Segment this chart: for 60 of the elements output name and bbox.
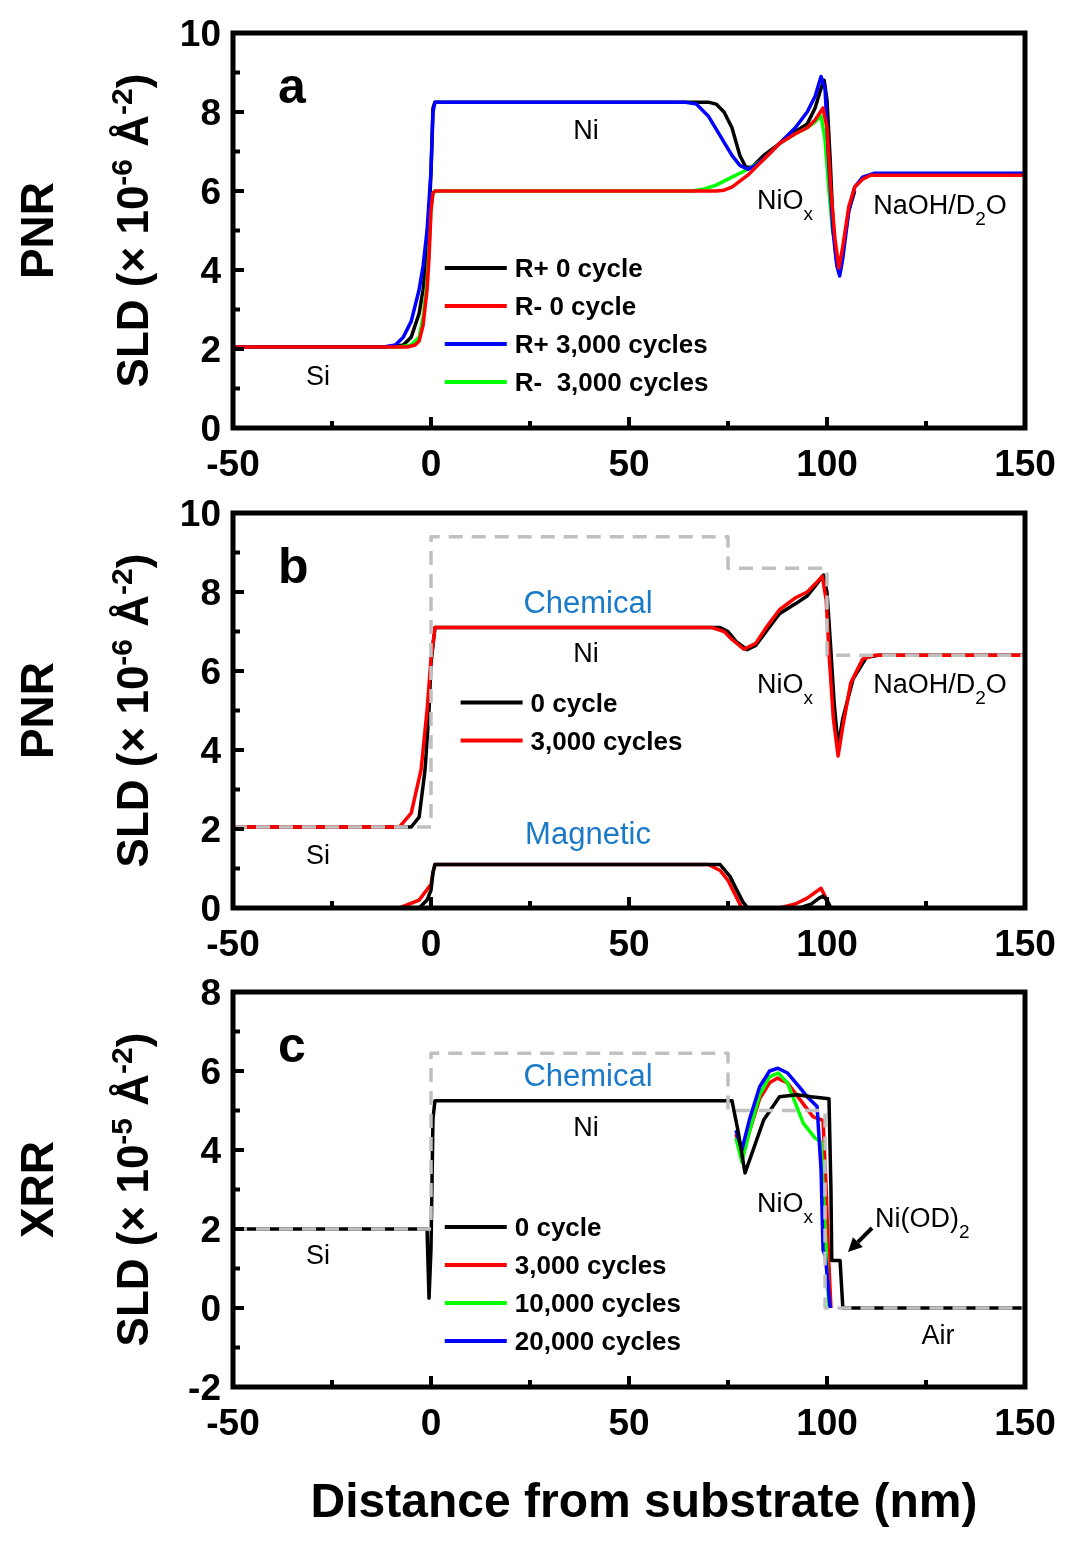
- y-tick-label: 2: [200, 808, 221, 850]
- y-tick-label: 10: [179, 492, 221, 534]
- y-tick-label: 2: [200, 328, 221, 370]
- legend-label: R- 0 cycle: [514, 291, 637, 322]
- annotation: Si: [305, 361, 331, 392]
- annotation: Air: [921, 1320, 955, 1351]
- y-tick-label: 8: [200, 571, 221, 613]
- legend-label: 3,000 cycles: [530, 725, 683, 756]
- legend-label: 20,000 cycles: [514, 1326, 682, 1357]
- annotation: Chemical: [523, 1057, 653, 1093]
- y-tick-label: 6: [200, 1050, 221, 1092]
- text: a: [278, 58, 307, 114]
- y-tick-label: 4: [200, 1129, 222, 1171]
- x-tick-label: 50: [608, 923, 650, 964]
- x-tick-label: 100: [796, 443, 858, 484]
- x-tick-label: 50: [608, 1402, 650, 1443]
- legend-label: R- 3,000 cycles: [514, 367, 709, 398]
- x-tick-label: 150: [994, 443, 1056, 484]
- legend-label: 0 cycle: [514, 1212, 602, 1243]
- legend-label: R+ 0 cycle: [514, 253, 643, 284]
- annotation: Chemical: [523, 584, 653, 620]
- x-tick-label: 0: [420, 923, 442, 964]
- x-tick-label: 50: [608, 443, 650, 484]
- y-tick-label: 2: [200, 1208, 221, 1250]
- y-tick-label: 8: [200, 91, 221, 133]
- y-tick-label: 6: [200, 650, 221, 692]
- y-tick-label: 6: [200, 170, 221, 212]
- legend-label: 0 cycle: [530, 687, 618, 718]
- text: XRR: [11, 1140, 63, 1239]
- text: PNR: [11, 661, 63, 760]
- annotation: Ni: [573, 1112, 599, 1143]
- x-tick-label: 100: [796, 1402, 858, 1443]
- x-tick-label: 0: [420, 1402, 442, 1443]
- annotation: NiO$_{x}$: [757, 185, 814, 224]
- x-tick-label: 150: [994, 1402, 1056, 1443]
- annotation: Si: [305, 1240, 331, 1271]
- annotation: Si: [305, 840, 331, 871]
- legend-label: 10,000 cycles: [514, 1288, 682, 1319]
- y-tick-label: 4: [200, 729, 222, 771]
- annotation: NiO$_{x}$: [757, 1188, 814, 1227]
- x-tick-label: 0: [420, 443, 442, 484]
- y-tick-label: 8: [200, 971, 221, 1013]
- annotation: Ni(OD)$_{2}$: [875, 1203, 970, 1242]
- annotation: NaOH/D$_{2}$O: [873, 669, 1007, 708]
- legend-label: 3,000 cycles: [514, 1250, 667, 1281]
- annotation: Ni: [573, 638, 599, 669]
- y-tick-label: 4: [200, 249, 222, 291]
- x-tick-label: 150: [994, 923, 1056, 964]
- annotation: NiO$_{x}$: [757, 669, 814, 708]
- text: PNR: [11, 181, 63, 280]
- text: c: [278, 1017, 306, 1073]
- legend-label: R+ 3,000 cycles: [514, 329, 708, 360]
- y-tick-label: 0: [200, 1287, 221, 1329]
- annotation: NaOH/D$_{2}$O: [873, 190, 1007, 229]
- text: b: [278, 538, 309, 594]
- x-tick-label: 100: [796, 923, 858, 964]
- annotation: Magnetic: [525, 815, 651, 851]
- annotation: Ni: [573, 115, 599, 146]
- x-axis-title: Distance from substrate (nm): [310, 1474, 978, 1527]
- y-tick-label: 10: [179, 12, 221, 54]
